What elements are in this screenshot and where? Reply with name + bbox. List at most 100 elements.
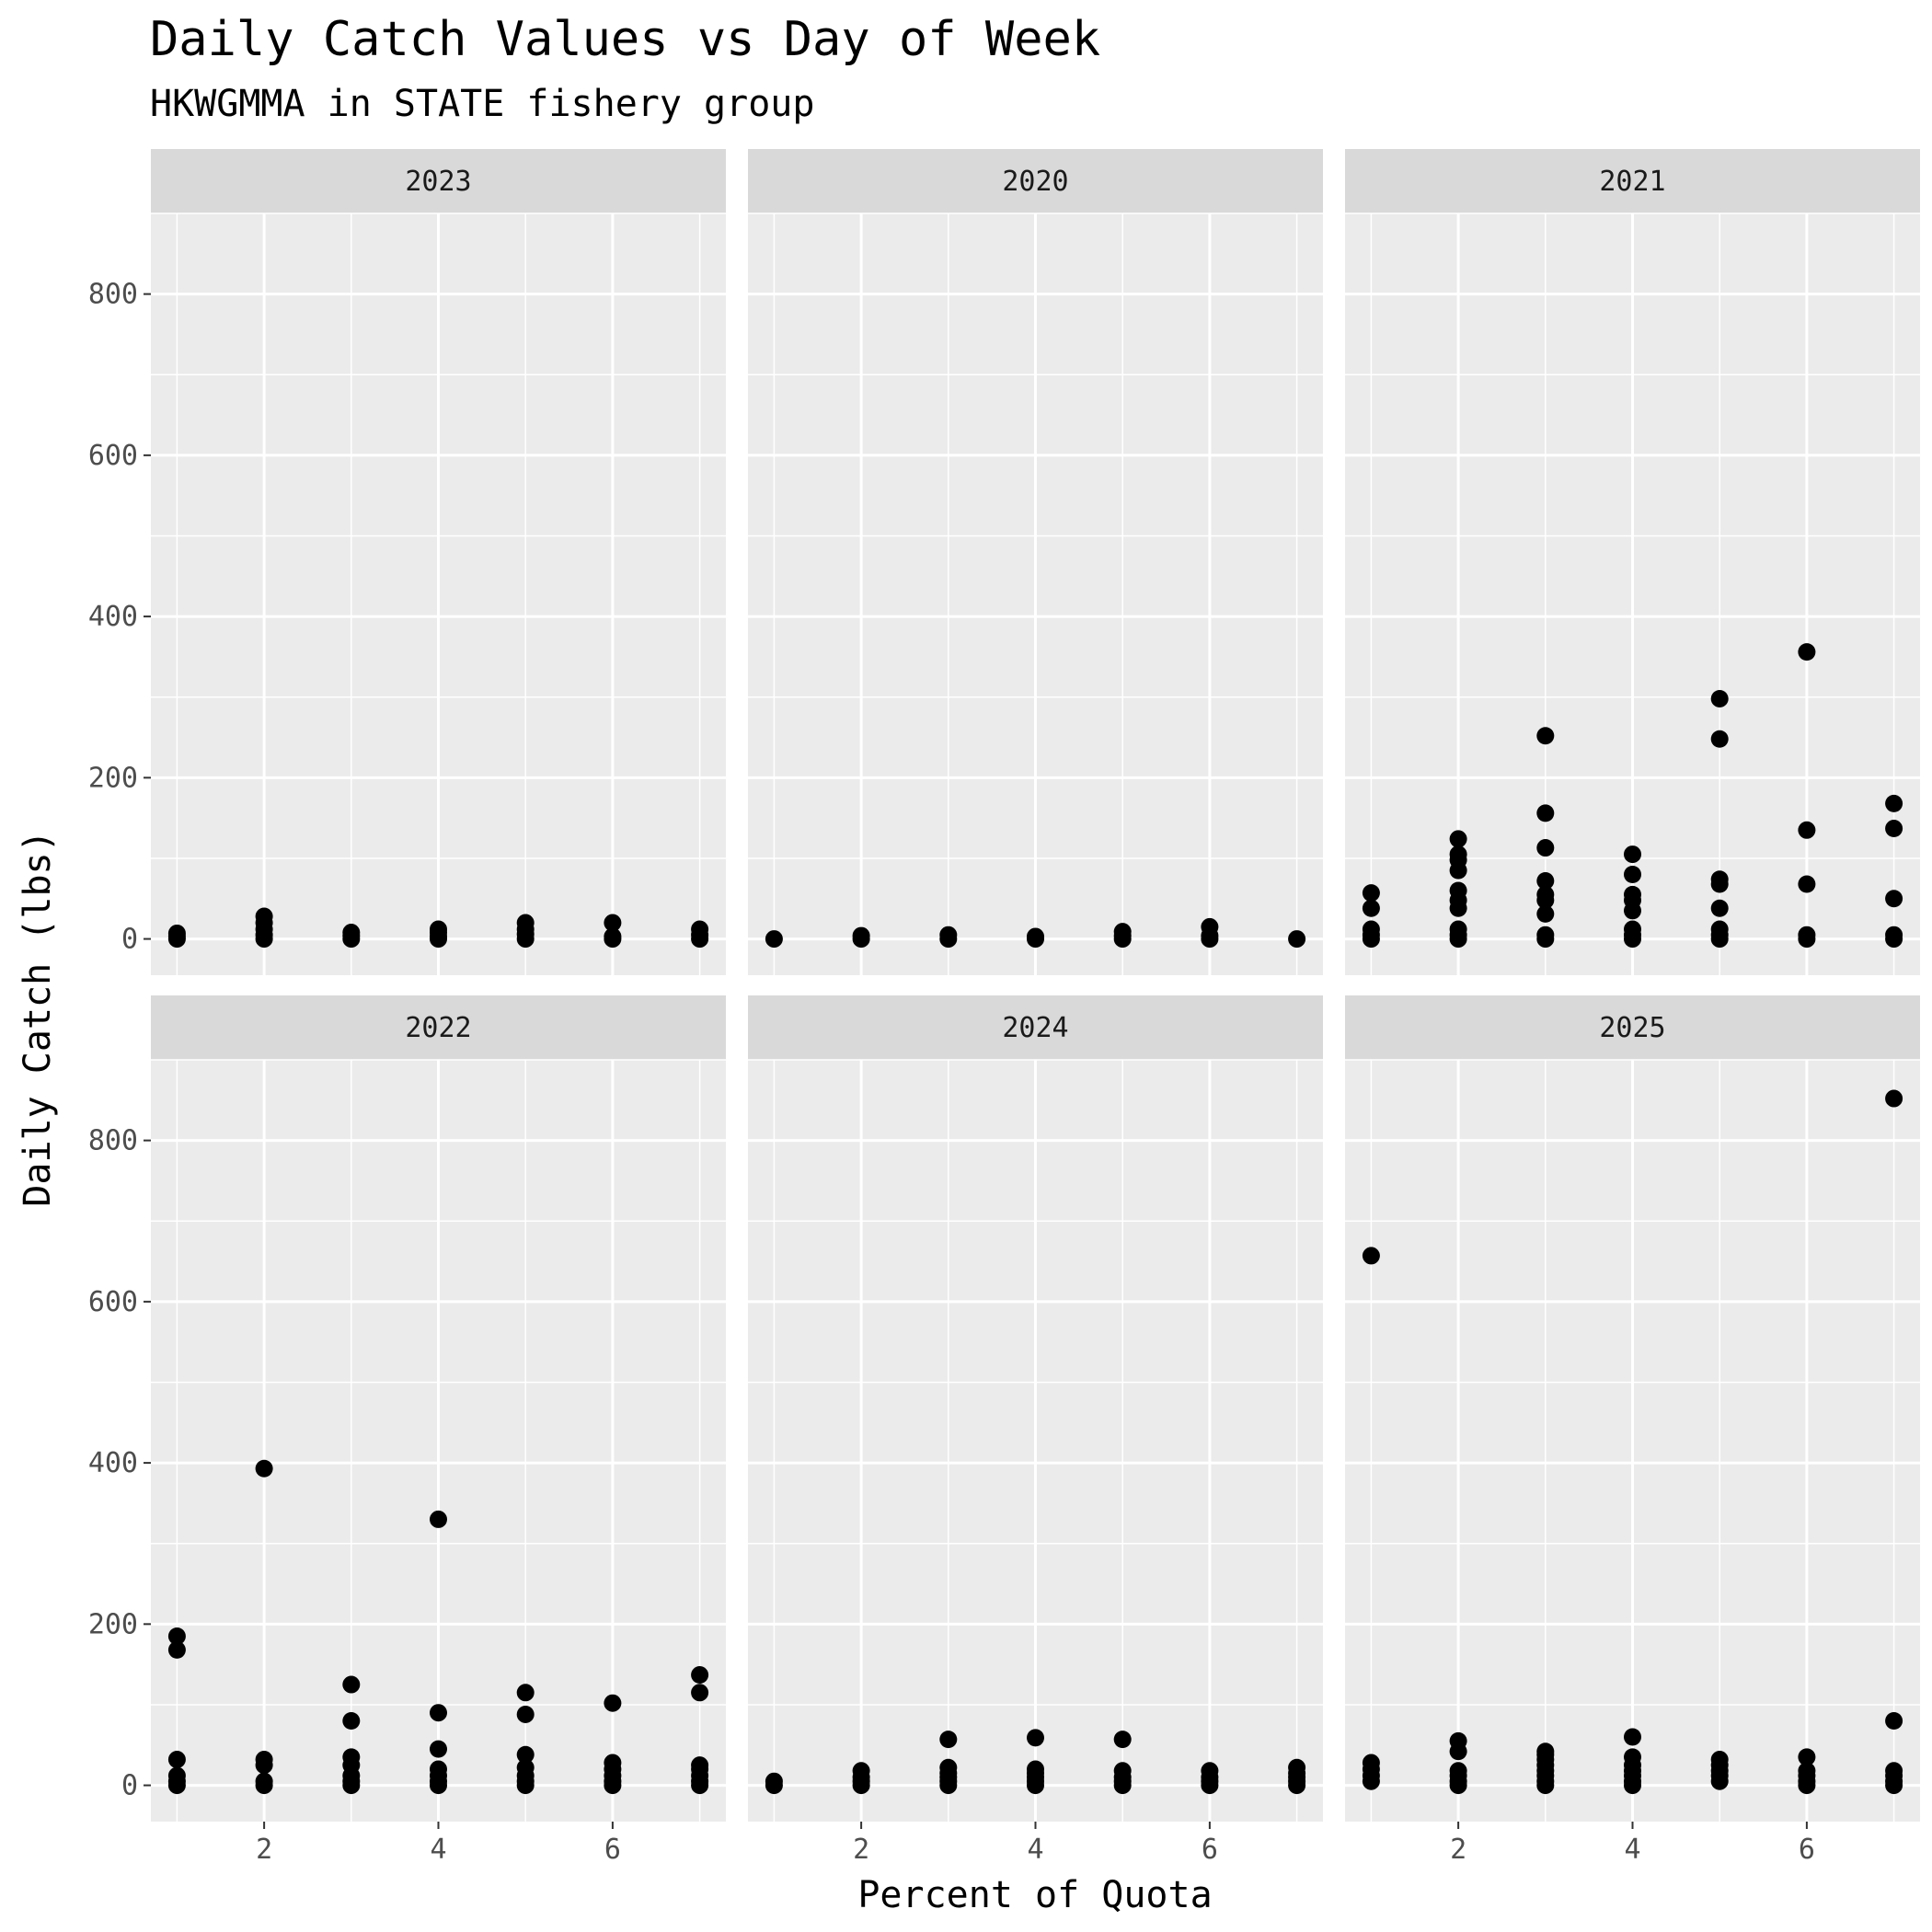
data-point — [167, 1627, 186, 1645]
data-point — [939, 926, 958, 944]
data-point — [1362, 1754, 1380, 1772]
data-point — [1710, 920, 1729, 938]
data-point — [604, 914, 622, 932]
data-point — [167, 1751, 186, 1769]
x-tick-label: 6 — [604, 1834, 621, 1866]
data-point — [1624, 1748, 1641, 1766]
y-tick-label: 200 — [88, 762, 138, 794]
y-tick-label: 800 — [88, 279, 138, 311]
y-tick-label: 400 — [88, 1447, 138, 1479]
facet-strip — [151, 149, 726, 213]
data-point — [516, 1705, 535, 1723]
data-point — [1201, 1762, 1219, 1780]
data-point — [1798, 1762, 1816, 1780]
x-tick-label: 6 — [1202, 1834, 1218, 1866]
data-point — [167, 1766, 186, 1785]
y-axis-title: Daily Catch (lbs) — [17, 830, 59, 1206]
data-point — [1885, 926, 1903, 944]
data-point — [604, 927, 622, 946]
data-point — [1449, 920, 1467, 938]
data-point — [1798, 821, 1816, 839]
data-point — [255, 1459, 273, 1478]
data-point — [852, 1762, 870, 1780]
data-point — [1362, 884, 1380, 903]
data-point — [1449, 881, 1467, 900]
data-point — [1536, 1742, 1555, 1761]
data-point — [1710, 689, 1729, 707]
data-point — [1536, 926, 1555, 944]
data-point — [765, 930, 783, 949]
data-point — [1710, 870, 1729, 889]
data-point — [1624, 885, 1641, 903]
x-tick-label: 6 — [1799, 1834, 1815, 1866]
chart-subtitle: HKWGMMA in STATE fishery group — [150, 83, 814, 125]
data-point — [604, 1694, 622, 1712]
y-tick-label: 200 — [88, 1608, 138, 1640]
data-point — [1362, 1247, 1380, 1265]
data-point — [167, 1640, 186, 1659]
y-tick-label: 600 — [88, 440, 138, 472]
facet-strip-label: 2024 — [1002, 1012, 1068, 1044]
data-point — [342, 1748, 361, 1766]
data-point — [255, 1772, 273, 1790]
facet-strip-label: 2022 — [405, 1012, 471, 1044]
x-axis-title: Percent of Quota — [857, 1874, 1212, 1916]
data-point — [939, 1758, 958, 1777]
data-point — [1449, 1731, 1467, 1750]
data-point — [691, 1684, 709, 1702]
y-tick-label: 600 — [88, 1286, 138, 1318]
data-point — [765, 1772, 783, 1790]
facet-panel-2025: 2025 2 4 6 — [1345, 995, 1920, 1866]
data-point — [1885, 794, 1903, 812]
data-point — [430, 920, 447, 938]
facet-panel-2022: 2022 0 200 400 600 800 2 4 6 — [88, 995, 726, 1866]
data-point — [1624, 1728, 1641, 1746]
data-point — [430, 1510, 447, 1528]
data-point — [430, 1740, 447, 1758]
data-point — [255, 1751, 273, 1769]
data-point — [1113, 1762, 1132, 1780]
x-tick-label: 4 — [430, 1834, 446, 1866]
y-tick-label: 400 — [88, 601, 138, 633]
data-point — [1885, 1711, 1903, 1730]
data-point — [1288, 1758, 1306, 1777]
data-point — [1710, 899, 1729, 917]
x-tick-label: 2 — [256, 1834, 272, 1866]
data-point — [1536, 804, 1555, 822]
data-point — [1798, 875, 1816, 893]
data-point — [691, 1666, 709, 1685]
data-point — [1449, 845, 1467, 864]
data-point — [1536, 871, 1555, 890]
facet-panel-2021: 2021 — [1345, 149, 1920, 975]
data-point — [1710, 730, 1729, 748]
data-point — [939, 1731, 958, 1749]
data-point — [430, 1760, 447, 1778]
data-point — [430, 1704, 447, 1722]
data-point — [342, 924, 361, 942]
data-point — [691, 1756, 709, 1775]
facet-strip-label: 2020 — [1002, 166, 1068, 198]
data-point — [1624, 845, 1641, 864]
x-tick-label: 4 — [1624, 1834, 1640, 1866]
x-tick-label: 2 — [1450, 1834, 1466, 1866]
data-point — [1798, 1748, 1816, 1766]
data-point — [1536, 885, 1555, 903]
data-point — [1885, 890, 1903, 908]
data-point — [1288, 930, 1306, 949]
data-point — [1362, 899, 1380, 917]
data-point — [1624, 865, 1641, 883]
facet-strip-label: 2025 — [1599, 1012, 1665, 1044]
data-point — [1710, 1751, 1729, 1769]
facet-strip — [748, 149, 1323, 213]
data-point — [1536, 727, 1555, 745]
data-point — [1449, 830, 1467, 848]
facet-panel-2020: 2020 — [748, 149, 1323, 975]
facet-strip — [748, 995, 1323, 1060]
x-tick-label: 4 — [1027, 1834, 1043, 1866]
data-point — [604, 1754, 622, 1772]
data-point — [691, 920, 709, 938]
data-point — [1027, 927, 1044, 946]
data-point — [516, 1684, 535, 1702]
data-point — [1362, 920, 1380, 938]
